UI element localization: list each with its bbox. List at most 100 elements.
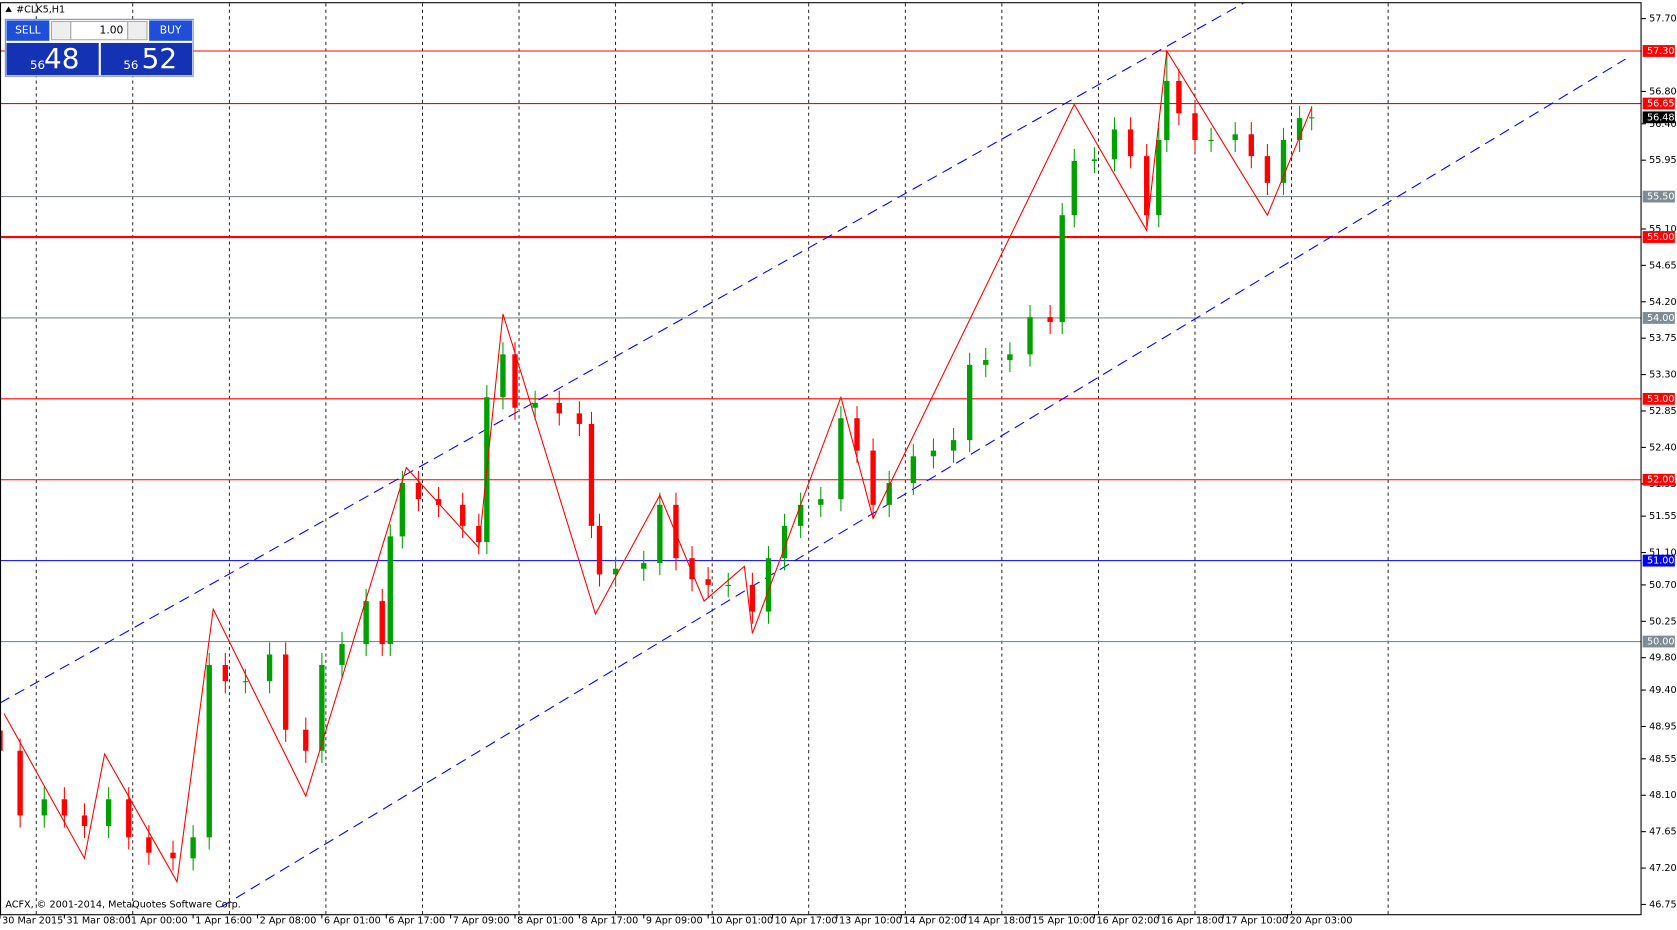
ask-box[interactable] xyxy=(100,42,193,76)
sell-button[interactable] xyxy=(6,20,50,41)
bid-big: 56 xyxy=(30,58,45,72)
candle-body xyxy=(950,440,957,451)
candle-body xyxy=(206,665,212,838)
x-tick-label: 14 Apr 02:00 xyxy=(903,916,966,926)
candle-body xyxy=(500,354,506,398)
sell-label[interactable]: SELL xyxy=(15,24,41,37)
level-label: 55.50 xyxy=(1647,192,1675,203)
level-label: 53.00 xyxy=(1647,394,1675,405)
y-tick-label: 47.65 xyxy=(1649,827,1677,838)
y-tick-label: 48.10 xyxy=(1649,790,1677,801)
y-tick-label: 46.75 xyxy=(1649,899,1677,910)
candle-body xyxy=(576,413,583,424)
candle-body xyxy=(588,423,595,526)
candle-body xyxy=(705,579,711,585)
lot-up[interactable] xyxy=(127,20,148,41)
x-tick-label: 31 Mar 08:00 xyxy=(67,916,131,926)
y-tick-label: 47.20 xyxy=(1649,863,1677,874)
lot-down[interactable] xyxy=(50,20,72,41)
zigzag xyxy=(3,49,1313,884)
y-tick-label: 56.40 xyxy=(1649,119,1677,130)
y-tick-label: 52.40 xyxy=(1649,442,1677,453)
candle-body xyxy=(303,729,309,751)
candle-body xyxy=(673,504,679,559)
level-tag xyxy=(1642,111,1675,124)
candle-body xyxy=(379,601,385,644)
candle-body xyxy=(242,681,249,683)
candle-body xyxy=(339,643,345,666)
candle-body xyxy=(1059,215,1065,322)
x-tick-label: 6 Apr 17:00 xyxy=(388,916,445,926)
x-tick-label: 7 Apr 09:00 xyxy=(453,916,510,926)
level-label: 56.65 xyxy=(1647,99,1675,110)
y-tick-label: 54.65 xyxy=(1649,260,1677,271)
candle-body xyxy=(512,354,518,408)
buy-button[interactable] xyxy=(149,20,193,41)
candle-body xyxy=(319,665,325,751)
x-tick-label: 2 Apr 08:00 xyxy=(260,916,317,926)
level-label: 50.00 xyxy=(1647,637,1675,648)
y-tick-label: 52.85 xyxy=(1649,406,1677,417)
candle-body xyxy=(0,730,3,751)
candle-body xyxy=(910,456,917,483)
x-tick-label: 10 Apr 17:00 xyxy=(775,916,838,926)
candle-body xyxy=(1127,129,1134,157)
x-tick-label: 20 Apr 03:00 xyxy=(1290,916,1353,926)
candle-body xyxy=(81,815,88,826)
candle-body xyxy=(1144,156,1150,216)
x-tick-label: 8 Apr 17:00 xyxy=(582,916,639,926)
candle-body xyxy=(1248,134,1254,157)
candle-body xyxy=(983,360,989,365)
lot-value[interactable]: 1.00 xyxy=(100,24,124,37)
y-tick-label: 53.30 xyxy=(1649,370,1677,381)
y-tick-label: 55.10 xyxy=(1649,224,1677,235)
candle-body xyxy=(387,536,393,644)
buy-label[interactable]: BUY xyxy=(160,24,182,37)
y-tick-label: 48.95 xyxy=(1649,721,1677,732)
x-tick-label: 30 Mar 2015 xyxy=(2,916,63,926)
x-tick-label: 9 Apr 09:00 xyxy=(646,916,703,926)
candle-body xyxy=(886,482,892,505)
x-tick-label: 14 Apr 18:00 xyxy=(968,916,1031,926)
ask-small: 52 xyxy=(142,42,177,75)
candle-body xyxy=(1111,129,1118,160)
level-label: 54.00 xyxy=(1647,313,1675,324)
candle-body xyxy=(399,482,406,537)
candle-body xyxy=(532,402,538,408)
level-label: 52.00 xyxy=(1647,475,1675,486)
y-tick-label: 51.55 xyxy=(1649,511,1677,522)
candle-body xyxy=(725,584,731,586)
candle-body xyxy=(930,450,937,457)
level-tag xyxy=(1642,473,1675,486)
menu-icon[interactable] xyxy=(5,6,12,12)
candle-body xyxy=(1296,118,1303,140)
channel-line xyxy=(0,2,1244,704)
copyright: ACFX, © 2001-2014, MetaQuotes Software C… xyxy=(5,900,241,911)
y-tick-label: 51.10 xyxy=(1649,548,1677,559)
candle-body xyxy=(781,525,788,559)
y-tick-label: 50.25 xyxy=(1649,616,1677,627)
candle-body xyxy=(854,418,860,451)
level-tag xyxy=(1642,97,1675,110)
y-tick-label: 57.70 xyxy=(1649,14,1677,25)
level-label: 55.00 xyxy=(1647,232,1675,243)
level-label: 56.48 xyxy=(1647,112,1675,123)
bid-box[interactable] xyxy=(6,42,99,76)
x-tick-label: 17 Apr 10:00 xyxy=(1225,916,1288,926)
candle-body xyxy=(1007,354,1013,361)
candle-body xyxy=(105,799,112,826)
candle-body xyxy=(282,654,289,730)
candle-body xyxy=(266,654,273,682)
x-tick-label: 1 Apr 00:00 xyxy=(131,916,188,926)
candle-body xyxy=(170,852,176,859)
y-tick-label: 49.40 xyxy=(1649,685,1677,696)
level-label: 51.00 xyxy=(1647,556,1675,567)
candle-body xyxy=(146,837,152,853)
candle-body xyxy=(1308,117,1315,119)
candle-body xyxy=(41,799,47,816)
candle-body xyxy=(1280,139,1287,183)
candle-body xyxy=(1176,80,1182,114)
plot-frame xyxy=(0,2,1642,916)
candle-body xyxy=(689,558,695,580)
